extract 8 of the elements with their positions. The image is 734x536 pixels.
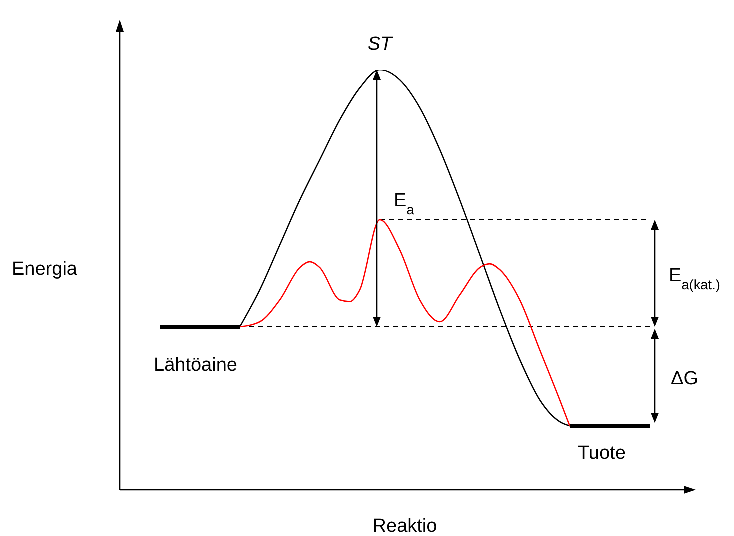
annotation: E$_{a}$	[394, 190, 415, 218]
text: ST	[368, 34, 394, 55]
annotation: E$_{a(kat.)}$	[669, 265, 720, 292]
series-label: Lähtöaine	[154, 355, 238, 376]
x-axis-title: Reaktio	[372, 516, 438, 536]
annotation: ΔG	[671, 368, 698, 390]
series-label: Tuote	[578, 443, 626, 464]
y-axis-title: Energia	[12, 259, 78, 280]
